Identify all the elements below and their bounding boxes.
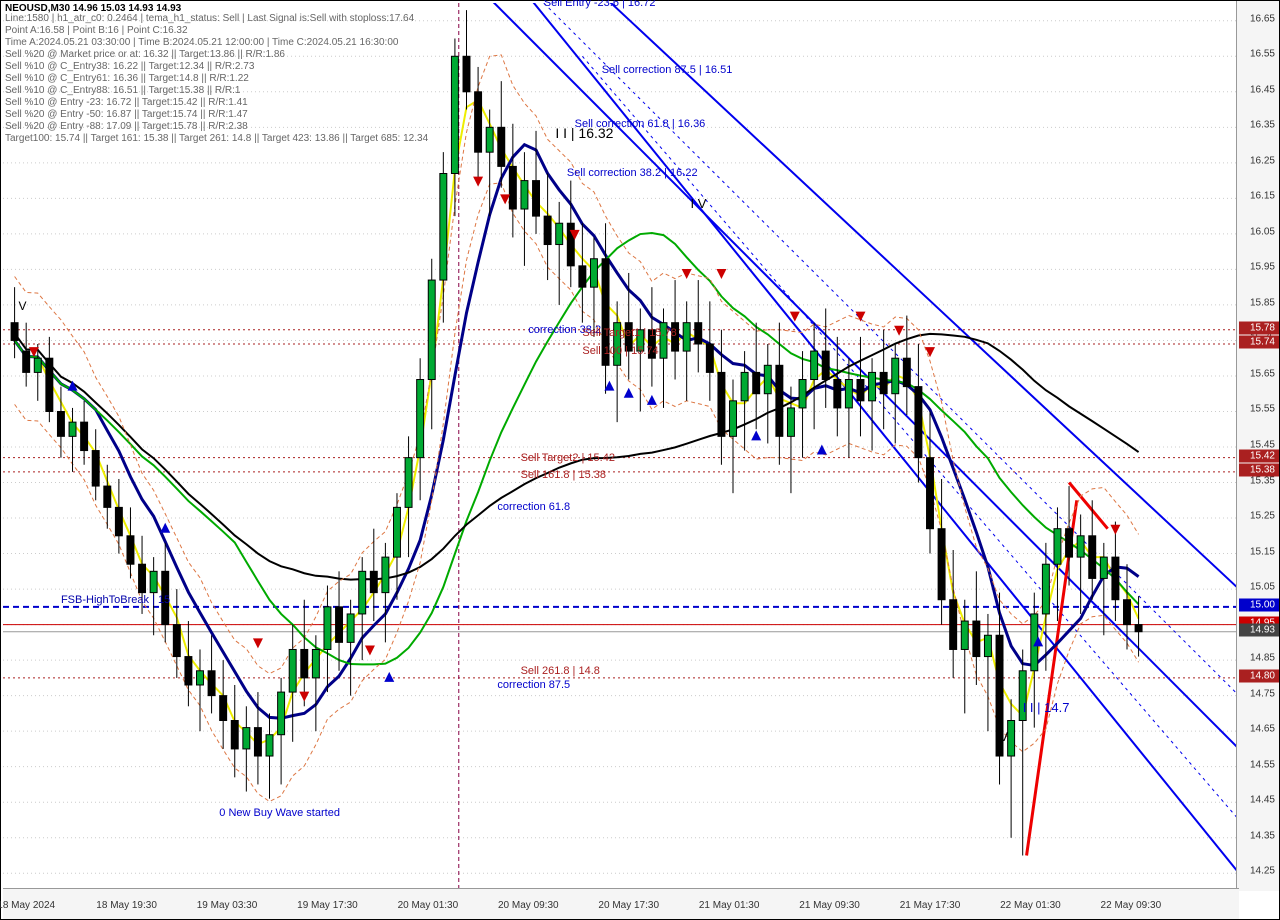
chart-annotation: Sell correction 61.8 | 16.36 (575, 118, 706, 130)
y-tick: 14.35 (1250, 830, 1275, 841)
y-tick: 16.05 (1250, 226, 1275, 237)
y-tick: 14.65 (1250, 724, 1275, 735)
price-tag: 15.00 (1239, 598, 1279, 611)
chart-annotation: Sell Entry -23.6 | 16.72 (544, 0, 656, 9)
indicator-info-line: Sell %10 @ C_Entry38: 16.22 || Target:12… (5, 61, 254, 72)
price-tag: 14.93 (1239, 623, 1279, 636)
chart-annotation: Sell correction 87.5 | 16.51 (602, 64, 733, 76)
indicator-info-line: Sell %10 @ C_Entry61: 16.36 || Target:14… (5, 73, 249, 84)
x-tick: 21 May 17:30 (900, 900, 961, 911)
x-tick: 22 May 09:30 (1101, 900, 1162, 911)
chart-annotation: V (18, 299, 26, 313)
chart-annotation: Sell Target1 | 15.78 (582, 327, 676, 339)
y-tick: 14.75 (1250, 688, 1275, 699)
y-tick: 15.65 (1250, 368, 1275, 379)
chart-annotation: Sell 261.8 | 14.8 (521, 665, 600, 677)
y-tick: 14.55 (1250, 759, 1275, 770)
y-tick: 14.45 (1250, 795, 1275, 806)
price-tag: 15.38 (1239, 463, 1279, 476)
indicator-info-line: Sell %10 @ Entry -23: 16.72 || Target:15… (5, 97, 248, 108)
indicator-info-line: Sell %20 @ Entry -88: 17.09 || Target:15… (5, 121, 248, 132)
indicator-info-line: Sell %20 @ Entry -50: 16.87 || Target:15… (5, 109, 248, 120)
chart-annotation: Sell 100 | 15.74 (582, 345, 658, 357)
x-tick: 18 May 19:30 (96, 900, 157, 911)
indicator-info-line: Line:1580 | h1_atr_c0: 0.2464 | tema_h1_… (5, 13, 414, 24)
price-tag: 15.78 (1239, 321, 1279, 334)
x-tick: 21 May 09:30 (799, 900, 860, 911)
indicator-info-line: Sell %10 @ C_Entry88: 16.51 || Target:15… (5, 85, 240, 96)
y-tick: 15.15 (1250, 546, 1275, 557)
y-tick: 16.65 (1250, 13, 1275, 24)
x-tick: 22 May 01:30 (1000, 900, 1061, 911)
price-tag: 14.80 (1239, 669, 1279, 682)
y-tick: 15.85 (1250, 297, 1275, 308)
chart-annotation: correction 87.5 (497, 679, 570, 691)
x-tick: 19 May 03:30 (197, 900, 258, 911)
price-tag: 15.74 (1239, 335, 1279, 348)
x-tick: 18 May 2024 (0, 900, 55, 911)
chart-annotation: FSB-HighToBreak | 15 (61, 594, 170, 606)
y-tick: 16.55 (1250, 49, 1275, 60)
x-tick: 19 May 17:30 (297, 900, 358, 911)
y-tick: 16.35 (1250, 120, 1275, 131)
y-tick: 15.05 (1250, 582, 1275, 593)
chart-annotation: I I | 14.7 (1023, 700, 1070, 715)
x-axis: 18 May 2024 18 May 19:30 19 May 03:30 19 Ma… (3, 888, 1239, 919)
price-tag: 15.42 (1239, 449, 1279, 462)
chart-annotation: correction 61.8 (497, 501, 570, 513)
x-tick: 21 May 01:30 (699, 900, 760, 911)
y-tick: 14.85 (1250, 653, 1275, 664)
indicator-info-line: Sell %20 @ Market price or at: 16.32 || … (5, 49, 285, 60)
trading-chart[interactable]: M RKETZ TR DE Sell Entry -23.6 | 16.72Se… (0, 0, 1280, 920)
x-tick: 20 May 17:30 (598, 900, 659, 911)
y-tick: 15.25 (1250, 511, 1275, 522)
y-tick: 16.45 (1250, 84, 1275, 95)
y-axis: 16.65 16.55 16.45 16.35 16.25 16.15 16.05 15.95… (1236, 1, 1279, 891)
chart-annotation: I V (691, 196, 707, 211)
y-tick: 15.55 (1250, 404, 1275, 415)
y-tick: 15.35 (1250, 475, 1275, 486)
y-tick: 16.15 (1250, 191, 1275, 202)
y-tick: 16.25 (1250, 155, 1275, 166)
x-tick: 20 May 09:30 (498, 900, 559, 911)
chart-annotation: 0 New Buy Wave started (219, 807, 340, 819)
chart-annotation: Sell 161.8 | 15.38 (521, 469, 606, 481)
x-tick: 20 May 01:30 (398, 900, 459, 911)
chart-annotation: Sell correction 38.2 | 16.22 (567, 167, 698, 179)
y-tick: 15.95 (1250, 262, 1275, 273)
indicator-info-line: Target100: 15.74 || Target 161: 15.38 ||… (5, 133, 428, 144)
indicator-info-line: Time A:2024.05.21 03:30:00 | Time B:2024… (5, 37, 398, 48)
chart-annotation: Sell Target2 | 15.42 (521, 452, 615, 464)
indicator-info-line: Point A:16.58 | Point B:16 | Point C:16.… (5, 25, 188, 36)
y-tick: 14.25 (1250, 866, 1275, 877)
chart-annotation: V (1000, 729, 1009, 744)
